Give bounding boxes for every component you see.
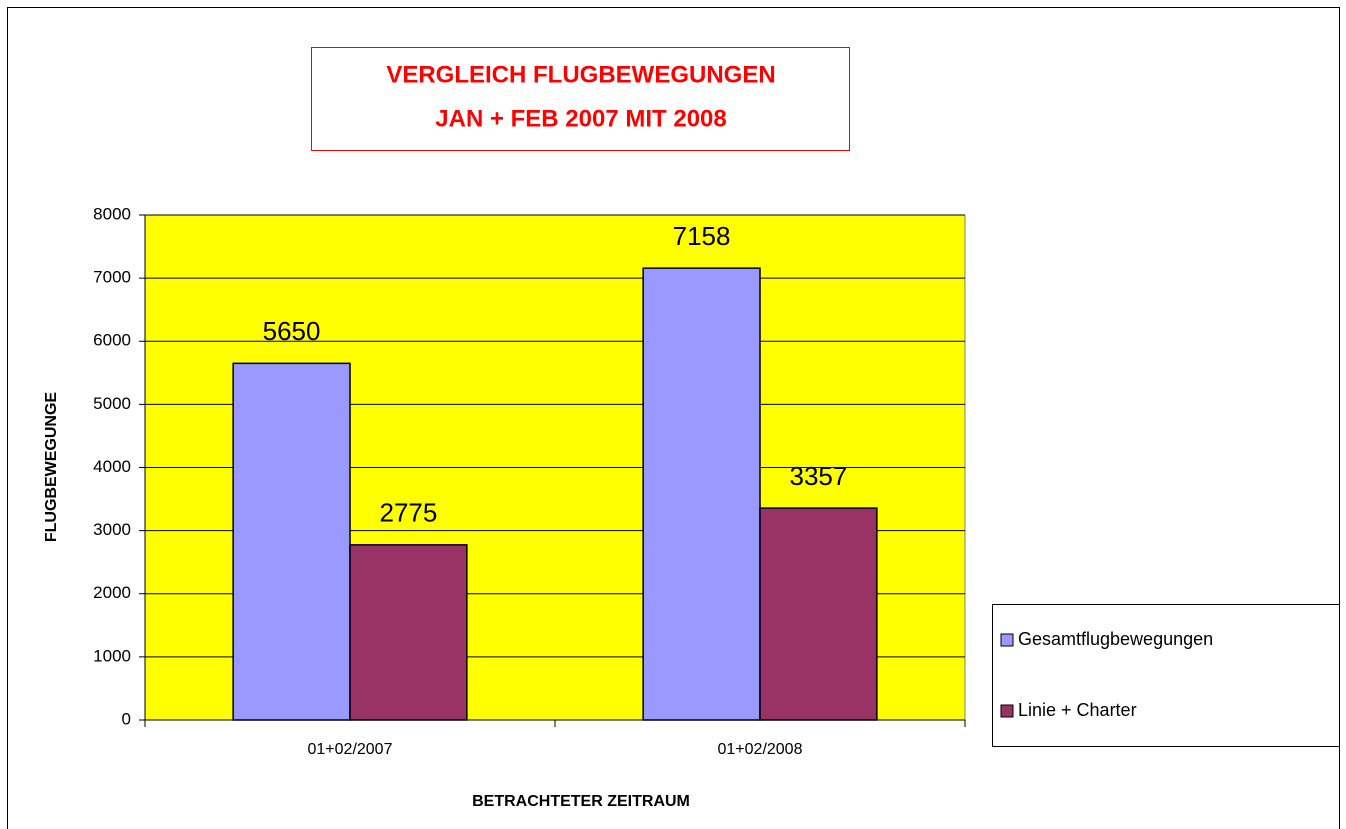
y-tick-label: 8000 — [93, 204, 131, 223]
title-box — [311, 47, 850, 151]
y-tick-label: 6000 — [93, 331, 131, 350]
legend-box — [992, 604, 1340, 747]
y-tick-label: 2000 — [93, 583, 131, 602]
bar — [232, 362, 351, 721]
data-label: 2775 — [380, 498, 438, 528]
x-tick-label: 01+02/2007 — [308, 741, 393, 758]
legend-label: Linie + Charter — [1018, 700, 1137, 720]
y-tick-label: 0 — [122, 709, 131, 728]
legend-swatch — [1000, 704, 1014, 718]
y-tick-label: 5000 — [93, 394, 131, 413]
chart-title: JAN + FEB 2007 MIT 2008 — [435, 105, 726, 132]
y-axis-title: FLUGBEWEGUNGE — [43, 392, 60, 543]
bar — [642, 267, 761, 721]
chart-title: VERGLEICH FLUGBEWEGUNGEN — [386, 61, 775, 88]
y-tick-label: 3000 — [93, 520, 131, 539]
y-tick-label: 1000 — [93, 646, 131, 665]
legend-swatch — [1000, 633, 1014, 647]
bar — [349, 544, 468, 721]
bar — [759, 507, 878, 721]
data-label: 3357 — [790, 461, 848, 491]
data-label: 5650 — [263, 316, 321, 346]
legend-label: Gesamtflugbewegungen — [1018, 629, 1213, 649]
x-tick-label: 01+02/2008 — [718, 741, 803, 758]
y-tick-label: 7000 — [93, 268, 131, 287]
x-axis-title: BETRACHTETER ZEITRAUM — [472, 793, 690, 810]
y-tick-label: 4000 — [93, 457, 131, 476]
data-label: 7158 — [673, 221, 731, 251]
